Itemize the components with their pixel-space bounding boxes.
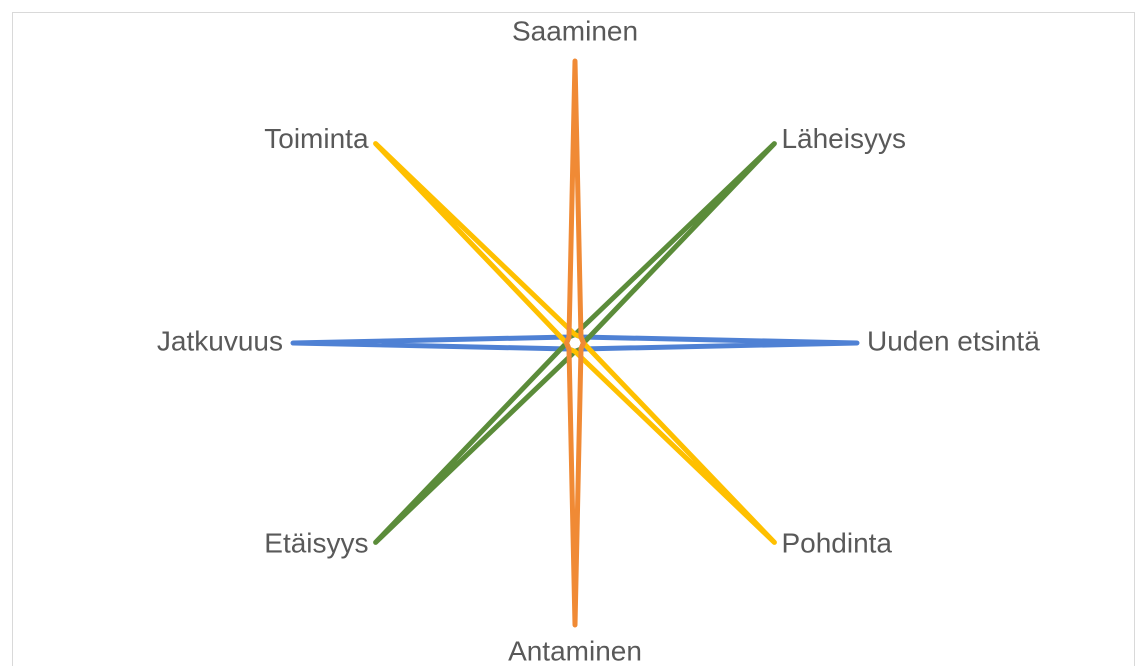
category-label: Toiminta <box>264 123 369 154</box>
category-label: Etäisyys <box>264 528 368 559</box>
series-line <box>564 58 586 628</box>
center-dot <box>571 339 579 347</box>
category-label: Jatkuvuus <box>157 325 283 356</box>
category-label: Uuden etsintä <box>867 325 1040 356</box>
category-label: Antaminen <box>508 635 642 666</box>
category-label: Saaminen <box>512 15 638 46</box>
category-label: Pohdinta <box>781 528 892 559</box>
category-label: Läheisyys <box>781 123 906 154</box>
